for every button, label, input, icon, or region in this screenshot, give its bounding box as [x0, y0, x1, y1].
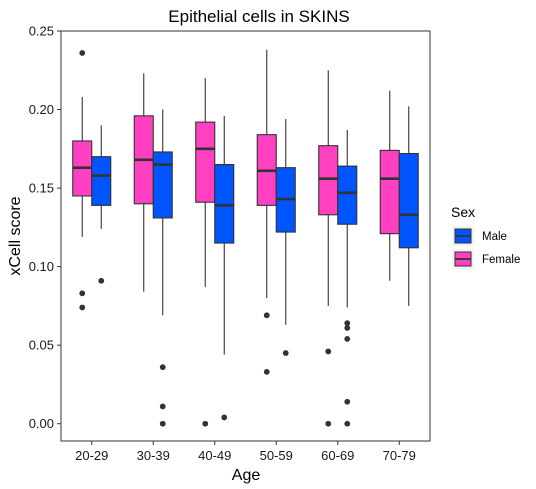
y-tick-label: 0.05: [29, 338, 54, 353]
outlier-point: [344, 324, 351, 331]
box-male-30-39: [152, 109, 173, 427]
box-iqr: [318, 145, 339, 216]
box-female-70-79: [379, 90, 400, 281]
box-male-40-49: [214, 115, 235, 421]
y-tick-label: 0.00: [29, 416, 54, 431]
box-iqr: [195, 121, 216, 203]
box-iqr: [337, 165, 358, 225]
outlier-point: [159, 364, 166, 371]
x-tick-label: 70-79: [383, 448, 416, 463]
outlier-point: [202, 420, 209, 427]
outlier-point: [282, 350, 289, 356]
x-tick-label: 20-29: [75, 448, 108, 463]
box-male-20-29: [91, 125, 112, 284]
box-iqr: [398, 152, 419, 249]
box-female-40-49: [195, 78, 216, 427]
legend-item-male: Male: [452, 226, 507, 246]
outlier-point: [344, 335, 351, 342]
y-axis: 0.00 0.05 0.10 0.15 0.20 0.25: [29, 24, 61, 431]
outlier-point: [79, 304, 86, 311]
box-iqr: [214, 163, 235, 244]
outlier-point: [325, 420, 332, 427]
outlier-point: [325, 348, 332, 355]
outlier-point: [98, 277, 105, 284]
y-axis-title: xCell score: [7, 196, 24, 275]
outlier-point: [79, 50, 86, 56]
box-iqr: [379, 149, 400, 235]
x-axis-title: Age: [232, 467, 261, 484]
y-tick-label: 0.20: [29, 102, 54, 117]
box-male-60-69: [337, 129, 358, 427]
chart-title: Epithelial cells in SKINS: [168, 7, 349, 26]
box-iqr: [91, 156, 112, 206]
x-tick-label: 40-49: [198, 448, 231, 463]
legend-item-female: Female: [452, 249, 520, 269]
outlier-point: [221, 414, 228, 421]
legend-label: Female: [482, 254, 520, 266]
box-iqr: [152, 151, 173, 219]
box-female-50-59: [256, 49, 277, 375]
x-tick-label: 30-39: [137, 448, 170, 463]
box-male-70-79: [398, 106, 419, 306]
y-tick-label: 0.25: [29, 24, 54, 39]
x-tick-label: 60-69: [321, 448, 354, 463]
legend: Sex Male Female: [451, 204, 520, 269]
legend-title: Sex: [451, 204, 475, 220]
outlier-point: [344, 320, 351, 327]
outlier-point: [344, 420, 351, 427]
plot-area: 0.00 0.05 0.10 0.15 0.20 0.25 20-29 30-39 40-49…: [29, 24, 431, 463]
outlier-point: [159, 420, 166, 427]
outlier-point: [159, 403, 166, 410]
outlier-point: [79, 290, 86, 297]
outlier-point: [263, 312, 270, 319]
legend-label: Male: [482, 231, 507, 243]
box-female-20-29: [72, 50, 93, 311]
outlier-point: [263, 368, 270, 375]
outlier-point: [344, 398, 351, 405]
x-tick-label: 50-59: [260, 448, 293, 463]
plot-panel: [60, 30, 431, 442]
box-male-50-59: [275, 118, 296, 356]
box-series: [72, 49, 419, 427]
y-tick-label: 0.15: [29, 181, 54, 196]
y-tick-label: 0.10: [29, 259, 54, 274]
x-axis: 20-29 30-39 40-49 50-59 60-69 70-79: [75, 441, 416, 463]
